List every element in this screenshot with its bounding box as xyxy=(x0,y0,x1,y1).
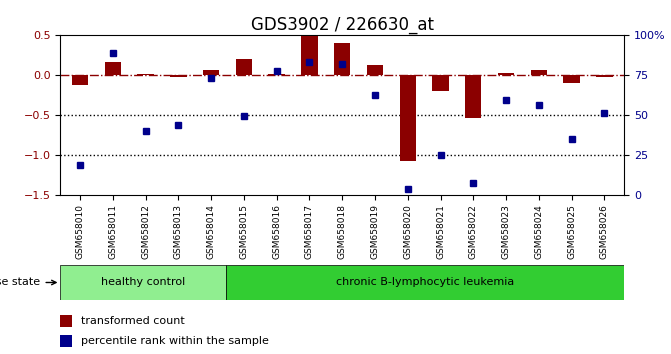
Bar xyxy=(138,74,154,75)
Text: healthy control: healthy control xyxy=(101,278,185,287)
Bar xyxy=(203,70,219,75)
Bar xyxy=(268,74,285,75)
Bar xyxy=(399,75,416,161)
Bar xyxy=(105,62,121,75)
Title: GDS3902 / 226630_at: GDS3902 / 226630_at xyxy=(251,16,433,34)
Bar xyxy=(72,75,89,85)
Bar xyxy=(564,75,580,83)
Bar xyxy=(170,75,187,77)
Bar xyxy=(60,335,72,347)
Bar xyxy=(367,65,383,75)
FancyBboxPatch shape xyxy=(60,265,226,300)
Text: chronic B-lymphocytic leukemia: chronic B-lymphocytic leukemia xyxy=(336,278,514,287)
FancyBboxPatch shape xyxy=(226,265,624,300)
Text: disease state: disease state xyxy=(0,278,56,287)
Bar xyxy=(432,75,449,91)
Bar xyxy=(236,59,252,75)
Bar xyxy=(465,75,482,118)
Text: transformed count: transformed count xyxy=(81,316,185,326)
Bar xyxy=(301,36,317,75)
Bar xyxy=(531,70,547,75)
Bar xyxy=(334,43,350,75)
Bar xyxy=(498,73,514,75)
Bar xyxy=(60,315,72,327)
Bar xyxy=(596,75,613,77)
Text: percentile rank within the sample: percentile rank within the sample xyxy=(81,336,268,346)
